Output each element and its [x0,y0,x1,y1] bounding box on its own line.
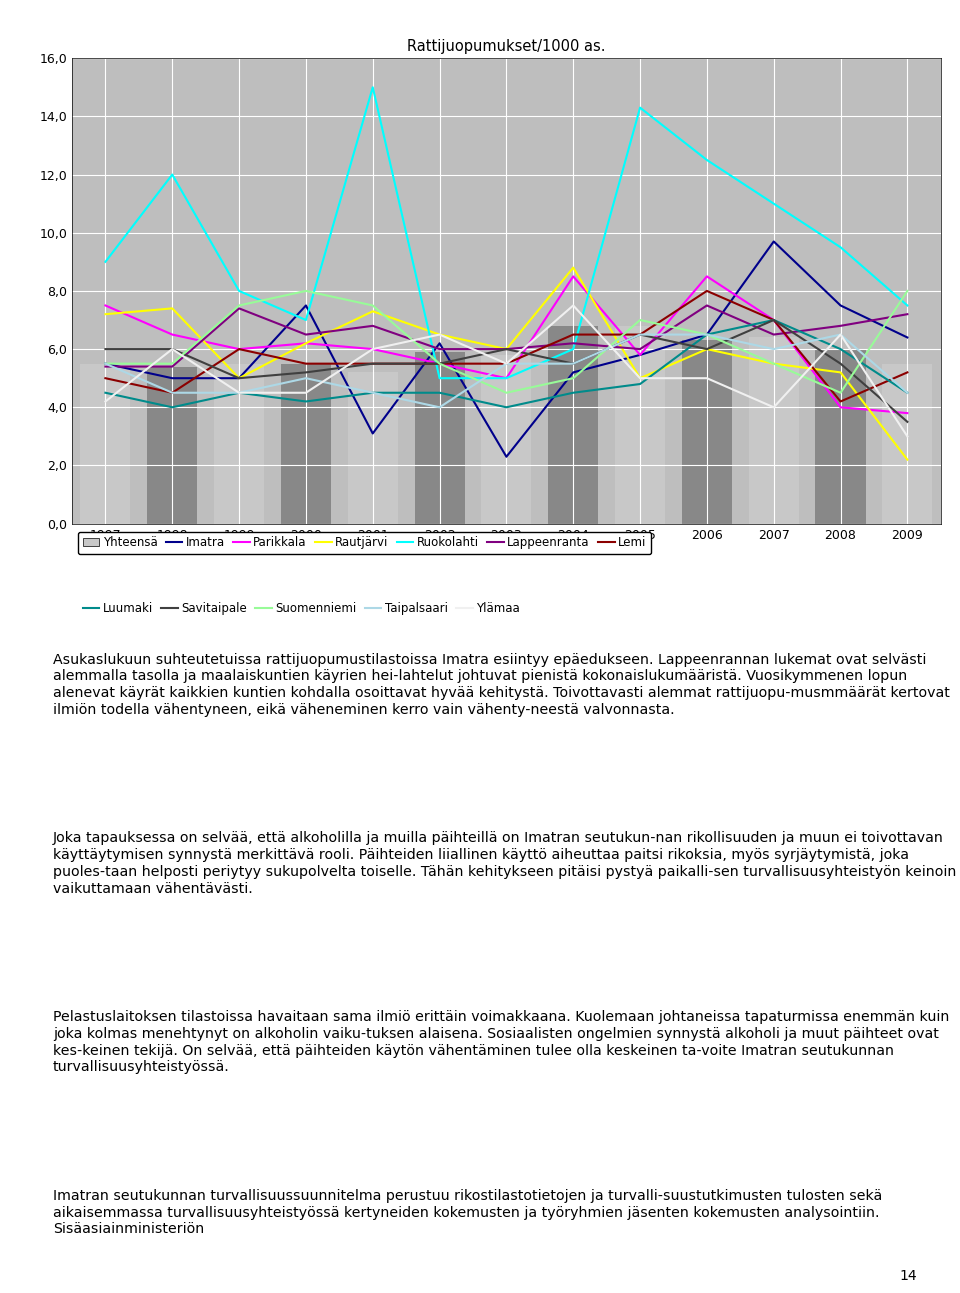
Bar [415,352,465,524]
Bar [348,372,397,524]
Bar [749,337,799,524]
Text: Joka tapauksessa on selvää, että alkoholilla ja muilla päihteillä on Imatran seu: Joka tapauksessa on selvää, että alkohol… [53,831,956,896]
Bar [81,363,131,524]
Bar [147,367,198,524]
Text: Pelastuslaitoksen tilastoissa havaitaan sama ilmiö erittäin voimakkaana. Kuolema: Pelastuslaitoksen tilastoissa havaitaan … [53,1010,949,1074]
Text: 14: 14 [900,1268,917,1283]
Bar [615,326,665,524]
Bar [281,363,331,524]
Bar [214,363,264,524]
Title: Rattijuopumukset/1000 as.: Rattijuopumukset/1000 as. [407,39,606,54]
Bar [481,354,532,524]
Text: Imatran seutukunnan turvallisuussuunnitelma perustuu rikostilastotietojen ja tur: Imatran seutukunnan turvallisuussuunnite… [53,1188,882,1236]
Legend: Luumaki, Savitaipale, Suomenniemi, Taipalsaari, Ylämaa: Luumaki, Savitaipale, Suomenniemi, Taipa… [78,597,525,619]
Bar [548,326,598,524]
Bar [815,349,866,524]
Text: Asukaslukuun suhteutetuissa rattijuopumustilastoissa Imatra esiintyy epäedukseen: Asukaslukuun suhteutetuissa rattijuopumu… [53,653,949,716]
Bar [882,363,932,524]
Bar [682,340,732,524]
